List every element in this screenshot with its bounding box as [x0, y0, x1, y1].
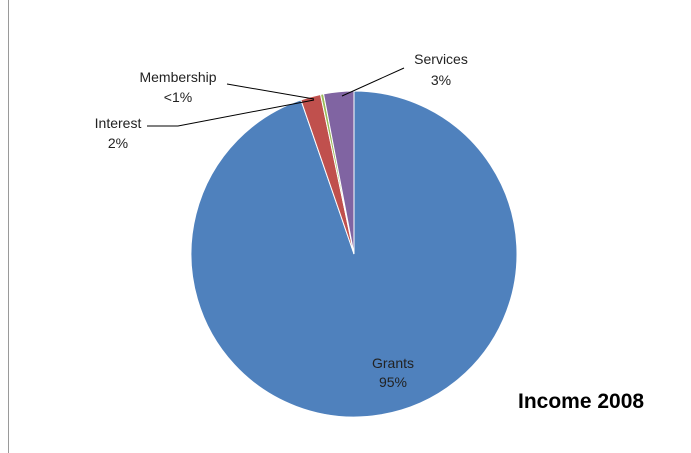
slice-name-interest: Interest [95, 115, 142, 131]
slice-value-interest: 2% [108, 135, 128, 151]
slice-name-membership: Membership [139, 69, 216, 85]
slice-value-grants: 95% [379, 374, 407, 390]
slice-value-services: 3% [431, 72, 451, 88]
slices-layer [190, 90, 518, 418]
leader-line-membership [226, 83, 315, 100]
slice-value-membership: <1% [164, 89, 192, 105]
pie-slice-grants [190, 90, 518, 418]
leader-lines [147, 67, 405, 127]
leader-line-interest [147, 99, 315, 127]
leader-line-services [341, 67, 405, 97]
slice-name-services: Services [414, 51, 468, 67]
slice-name-grants: Grants [372, 355, 414, 371]
chart-title: Income 2008 [518, 390, 644, 413]
slice-labels: Grants 95% Interest 2% Membership <1% Services… [95, 51, 468, 390]
